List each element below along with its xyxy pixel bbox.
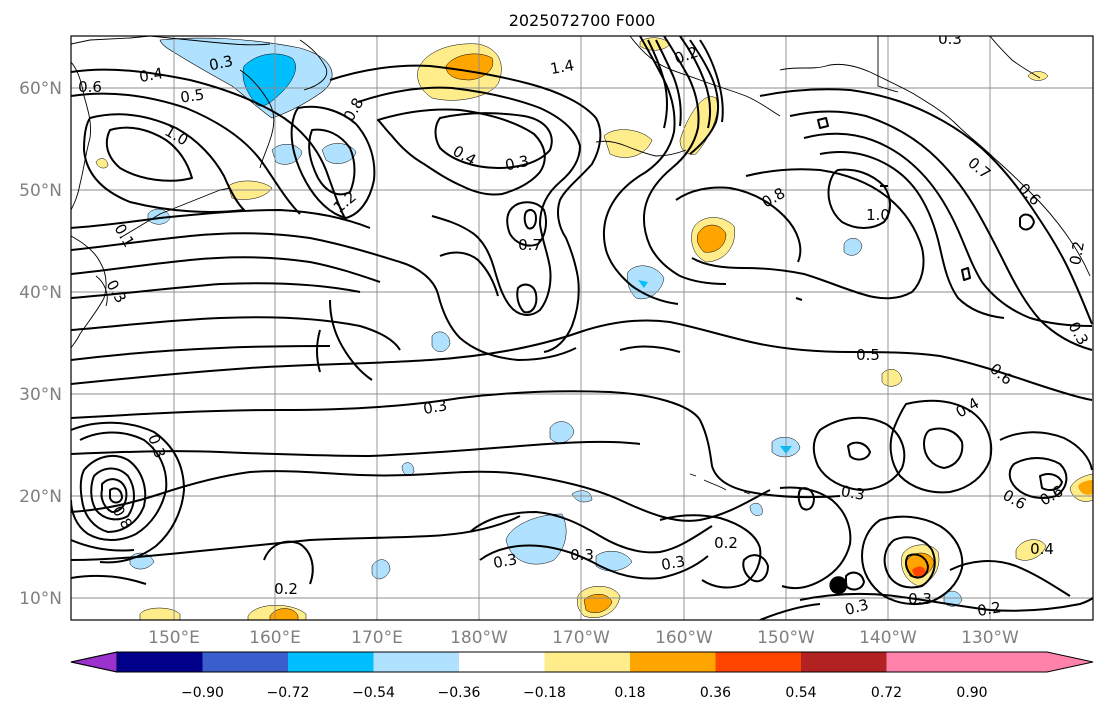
contour-label: 0.5	[179, 85, 205, 106]
lon-tick-label: 160°E	[249, 628, 301, 648]
map-plot-area: 0.3 0.4 0.5 0.6 1.0 0.8 1.2 0.2 1.4 0.7 …	[71, 30, 1093, 620]
shade-blue-south-9	[749, 503, 763, 516]
contour-label: 1.0	[866, 206, 890, 224]
contour-label: 0.3	[843, 595, 871, 619]
contour-label: 0.2	[274, 580, 298, 598]
colorbar-segment	[288, 652, 374, 672]
contour-label: 0.3	[422, 396, 449, 418]
colorbar-tick-label: −0.36	[438, 685, 481, 701]
colorbar-tick-label: 0.90	[956, 685, 987, 701]
coastlines	[71, 36, 1091, 495]
shade-yellow-east	[881, 368, 903, 387]
lon-tick-label: 170°W	[552, 628, 610, 648]
contour-label: 1.4	[549, 56, 576, 78]
colorbar-tick-label: 0.18	[614, 685, 645, 701]
shade-blue-small-2	[321, 143, 357, 164]
shade-cyan-kamchatka	[242, 53, 296, 107]
colorbar-extend-low	[70, 651, 118, 673]
map-gridlines	[71, 36, 1093, 620]
shade-cyan-mid	[638, 280, 648, 288]
colorbar-tick-label: −0.18	[523, 685, 566, 701]
contour-label: 0.3	[570, 546, 594, 564]
contour-label: 0.7	[518, 236, 542, 254]
shade-blue-south-7	[371, 559, 391, 580]
colorbar-segment	[459, 652, 545, 672]
shade-yellow-se-1	[1015, 539, 1047, 561]
contour-label: 0.3	[503, 152, 530, 175]
shade-blue-small-1	[271, 144, 303, 165]
colorbar: −0.90 −0.72 −0.54 −0.36 −0.18 0.18 0.36 …	[70, 651, 1094, 701]
contour-label: 0.3	[840, 482, 867, 504]
shade-orange-se-2	[1078, 480, 1093, 495]
shade-blue-south-1	[549, 421, 575, 444]
colorbar-segment	[715, 652, 801, 672]
map-title: 2025072700 F000	[509, 11, 656, 30]
lat-tick-label: 30°N	[19, 385, 62, 405]
contour-label: 0.2	[1066, 240, 1088, 267]
lat-tick-labels: 60°N 50°N 40°N 30°N 20°N 10°N	[19, 79, 62, 609]
shade-orange-south-1	[583, 594, 613, 613]
shade-blue-south-3	[401, 462, 415, 476]
contour-label: 0.2	[976, 598, 1003, 620]
colorbar-segment	[630, 652, 716, 672]
lat-tick-label: 40°N	[19, 283, 62, 303]
colorbar-tick-label: −0.54	[352, 685, 395, 701]
contour-label: 0.3	[492, 550, 519, 572]
shade-red-tc	[912, 566, 926, 577]
colorbar-outline	[70, 651, 1094, 673]
shade-yellow-west	[95, 158, 109, 169]
shade-blue-east	[843, 238, 863, 256]
contour-label: 0.3	[660, 552, 687, 574]
map-frame	[70, 35, 1094, 621]
black-dot-marker	[829, 576, 848, 595]
lon-tick-label: 130°W	[961, 628, 1019, 648]
contour-label: 0.4	[138, 64, 165, 86]
colorbar-tick-label: 0.72	[871, 685, 902, 701]
colorbar-segment	[544, 652, 630, 672]
colorbar-segment	[202, 652, 288, 672]
lon-tick-label: 160°W	[655, 628, 713, 648]
contour-label: 0.5	[856, 346, 880, 364]
colorbar-tick-label: 0.36	[700, 685, 731, 701]
colorbar-tick-label: −0.72	[267, 685, 310, 701]
shade-blue-south-5	[505, 513, 567, 565]
lon-tick-labels: 150°E 160°E 170°E 180°W 170°W 160°W 150°…	[148, 628, 1019, 648]
colorbar-tick-label: −0.90	[181, 685, 224, 701]
contour-label: 0.2	[714, 534, 738, 552]
contour-label: 0.4	[1030, 540, 1054, 558]
lon-tick-label: 140°W	[859, 628, 917, 648]
shade-blue-south-6	[595, 550, 633, 572]
colorbar-tick-label: 0.54	[785, 685, 816, 701]
lat-tick-label: 60°N	[19, 79, 62, 99]
shade-blue-west-2	[431, 331, 451, 352]
lon-tick-label: 170°E	[351, 628, 403, 648]
contour-lines	[71, 36, 1093, 620]
lon-tick-label: 150°E	[148, 628, 200, 648]
lat-tick-label: 10°N	[19, 589, 62, 609]
colorbar-segment	[117, 652, 203, 672]
colorbar-segment	[373, 652, 459, 672]
lon-tick-label: 150°W	[757, 628, 815, 648]
shade-orange-south-2	[269, 608, 299, 620]
shade-yellow-south-3	[139, 607, 181, 620]
contour-label: 0.6	[78, 78, 102, 96]
colorbar-segment	[886, 652, 972, 672]
lat-tick-label: 20°N	[19, 487, 62, 507]
lon-tick-label: 180°W	[450, 628, 508, 648]
contour-label: 0.3	[207, 52, 234, 75]
lat-tick-label: 50°N	[19, 181, 62, 201]
colorbar-segment	[801, 652, 887, 672]
shaded-regions	[95, 37, 1093, 620]
contour-label: 0.3	[908, 590, 932, 608]
shade-yellow-bering	[603, 129, 653, 158]
contour-label: 0.3	[938, 30, 962, 48]
shade-orange-mid	[697, 224, 727, 253]
